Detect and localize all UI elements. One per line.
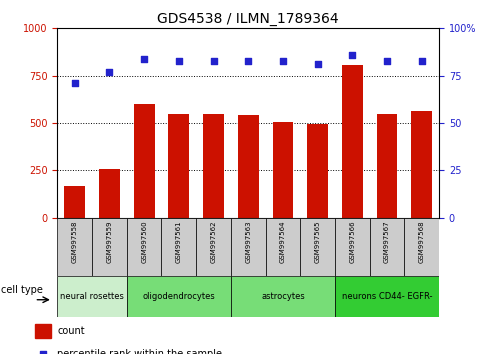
Text: GSM997565: GSM997565 <box>315 221 321 263</box>
Point <box>105 69 113 75</box>
Text: astrocytes: astrocytes <box>261 292 305 301</box>
Point <box>175 58 183 63</box>
Bar <box>300 218 335 276</box>
Text: GSM997566: GSM997566 <box>349 221 355 263</box>
Bar <box>169 114 189 218</box>
Point <box>71 80 79 86</box>
Bar <box>370 218 404 276</box>
Bar <box>265 218 300 276</box>
Bar <box>127 218 162 276</box>
Point <box>314 62 322 67</box>
Text: GSM997568: GSM997568 <box>419 221 425 263</box>
Text: GSM997560: GSM997560 <box>141 221 147 263</box>
Text: cell type: cell type <box>1 285 43 295</box>
Bar <box>335 276 439 317</box>
Bar <box>335 218 370 276</box>
Bar <box>57 276 127 317</box>
Bar <box>35 324 51 338</box>
Bar <box>307 124 328 218</box>
Bar <box>92 218 127 276</box>
Point <box>244 58 252 63</box>
Point <box>418 58 426 63</box>
Text: neurons CD44- EGFR-: neurons CD44- EGFR- <box>342 292 432 301</box>
Text: neural rosettes: neural rosettes <box>60 292 124 301</box>
Bar <box>238 115 258 218</box>
Text: count: count <box>57 326 85 336</box>
Bar <box>411 111 432 218</box>
Bar <box>377 114 398 218</box>
Text: GSM997559: GSM997559 <box>106 221 112 263</box>
Point <box>140 56 148 62</box>
Point <box>383 58 391 63</box>
Point <box>279 58 287 63</box>
Bar <box>99 170 120 218</box>
Bar <box>127 276 231 317</box>
Bar <box>134 104 155 218</box>
Text: oligodendrocytes: oligodendrocytes <box>143 292 215 301</box>
Bar <box>404 218 439 276</box>
Title: GDS4538 / ILMN_1789364: GDS4538 / ILMN_1789364 <box>158 12 339 26</box>
Bar <box>162 218 196 276</box>
Text: GSM997562: GSM997562 <box>211 221 217 263</box>
Bar <box>231 276 335 317</box>
Text: GSM997558: GSM997558 <box>72 221 78 263</box>
Bar <box>272 122 293 218</box>
Bar <box>64 187 85 218</box>
Point <box>210 58 218 63</box>
Bar <box>196 218 231 276</box>
Point <box>39 351 47 354</box>
Bar <box>203 114 224 218</box>
Point <box>348 52 356 58</box>
Bar <box>57 218 92 276</box>
Text: GSM997564: GSM997564 <box>280 221 286 263</box>
Bar <box>231 218 265 276</box>
Text: GSM997563: GSM997563 <box>245 221 251 263</box>
Text: GSM997567: GSM997567 <box>384 221 390 263</box>
Text: GSM997561: GSM997561 <box>176 221 182 263</box>
Bar <box>342 65 363 218</box>
Text: percentile rank within the sample: percentile rank within the sample <box>57 349 223 354</box>
